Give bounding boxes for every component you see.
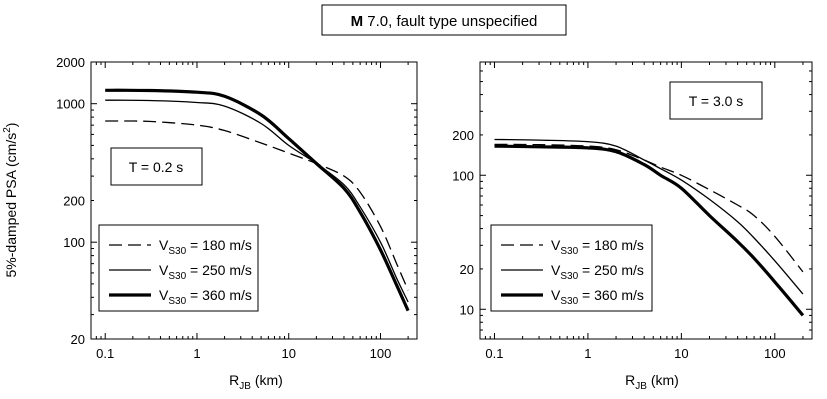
title-text-rest: 7.0, fault type unspecified [363, 13, 537, 30]
plot-frame-right [479, 61, 813, 340]
y-tick-label: 1000 [56, 97, 85, 112]
series-line-thin [494, 138, 804, 295]
title-magnitude-symbol: M [351, 13, 364, 30]
right-annotation-box: T = 3.0 s [669, 81, 763, 120]
legend-label: VS30 = 180 m/s [551, 237, 644, 257]
left-series-lines [105, 88, 410, 312]
figure-title-box: M 7.0, fault type unspecified [321, 4, 567, 36]
x-tick-label: 100 [764, 346, 786, 361]
left-annotation-box: T = 0.2 s [110, 147, 203, 186]
series-line-dashed [105, 120, 409, 291]
legend-label: VS30 = 250 m/s [159, 262, 252, 282]
legend-label: VS30 = 250 m/s [551, 262, 644, 282]
right-series-lines [494, 138, 805, 317]
legend-label: VS30 = 360 m/s [551, 287, 644, 307]
x-tick-label: 1 [584, 346, 591, 361]
legend-label: VS30 = 180 m/s [159, 237, 252, 257]
x-tick-label: 100 [370, 346, 392, 361]
x-tick-label: 0.1 [485, 346, 503, 361]
right-period-label: T = 3.0 s [689, 93, 744, 109]
panel-left: 20 100 200 1000 2000 0.1 1 10 100 5%-damped PSA… [2, 55, 418, 392]
right-y-axis: 10 20 100 200 [452, 61, 812, 340]
y-tick-label: 100 [452, 168, 474, 183]
left-legend: VS30 = 180 m/s VS30 = 250 m/s VS30 = 360 m… [98, 224, 259, 312]
x-tick-label: 10 [281, 346, 295, 361]
y-tick-label: 20 [71, 332, 85, 347]
figure-title: M 7.0, fault type unspecified [351, 13, 538, 30]
y-tick-label: 200 [63, 194, 85, 209]
x-tick-label: 0.1 [96, 346, 114, 361]
series-line-thin [105, 99, 409, 303]
right-legend: VS30 = 180 m/s VS30 = 250 m/s VS30 = 360 m… [490, 224, 653, 312]
y-tick-label: 2000 [56, 55, 85, 70]
right-x-axis: 0.1 1 10 100 [479, 62, 804, 361]
series-line-thick [494, 144, 805, 317]
x-tick-label: 1 [193, 346, 200, 361]
left-period-label: T = 0.2 s [129, 159, 184, 175]
legend-label: VS30 = 360 m/s [159, 287, 252, 307]
right-x-axis-label: RJB (km) [625, 372, 679, 392]
y-tick-label: 200 [452, 128, 474, 143]
series-line-dashed [494, 143, 804, 273]
y-tick-label: 100 [63, 235, 85, 250]
left-y-axis-label: 5%-damped PSA (cm/s2) [2, 123, 19, 278]
series-line-thick [105, 88, 410, 312]
y-tick-label: 20 [460, 262, 474, 277]
left-x-axis-label: RJB (km) [229, 372, 283, 392]
left-x-axis: 0.1 1 10 100 [90, 62, 409, 361]
y-tick-label: 10 [460, 302, 474, 317]
x-tick-label: 10 [674, 346, 688, 361]
left-y-axis: 20 100 200 1000 2000 [56, 55, 417, 347]
